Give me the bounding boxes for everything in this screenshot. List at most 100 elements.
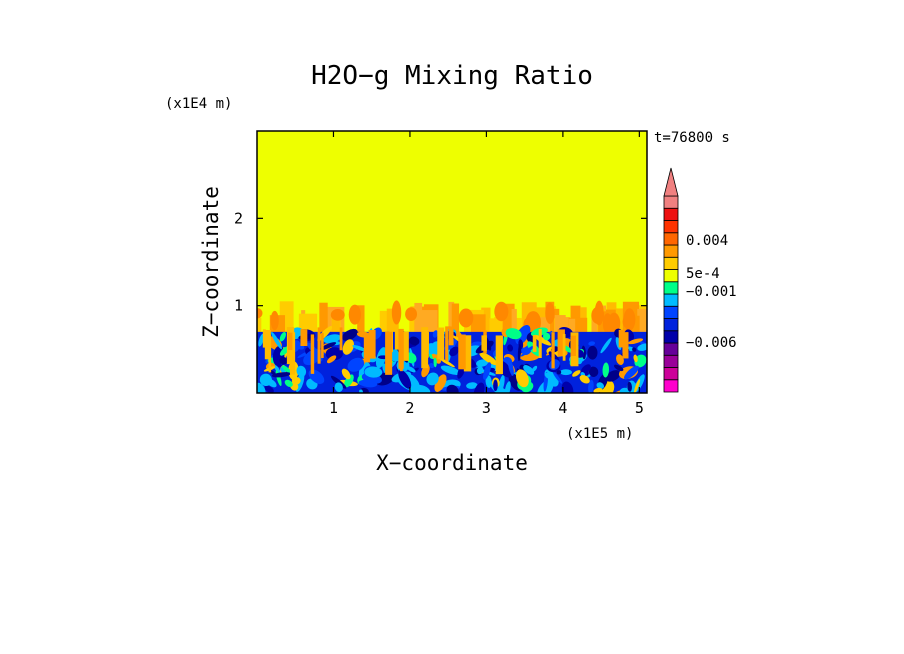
colorbar-segment — [663, 232, 679, 246]
turbulence-cell — [523, 365, 535, 375]
rising-filament — [495, 335, 503, 375]
colorbar-segment — [663, 367, 679, 381]
chart-title: H2O−g Mixing Ratio — [311, 61, 593, 91]
rising-filament — [557, 329, 565, 357]
turbulence-cell — [334, 382, 343, 393]
plume-core — [391, 300, 402, 325]
turbulence-cell — [330, 375, 347, 389]
turbulence-cell — [559, 369, 572, 376]
turbulence-cell — [433, 357, 437, 368]
turbulence-cell — [317, 326, 333, 342]
plume-core — [594, 300, 604, 326]
x-axis: 1 2 3 4 5 — [329, 131, 644, 417]
plume-cell — [331, 313, 340, 334]
turbulence-cell — [507, 344, 514, 352]
turbulence-cell — [628, 338, 644, 345]
turbulence-cell — [587, 345, 598, 360]
turbulence-cell — [515, 369, 529, 388]
rising-filament — [262, 329, 266, 348]
rising-filament — [310, 334, 315, 374]
rising-filament — [463, 335, 472, 372]
turbulence-cell — [271, 372, 291, 378]
turbulence-cell — [588, 366, 599, 377]
turbulence-cell — [624, 365, 639, 380]
y-axis: 12 — [234, 209, 647, 315]
turbulence-cell — [257, 382, 266, 393]
turbulence-cell — [633, 354, 638, 363]
turbulence-cell — [434, 374, 447, 392]
plume-cell — [386, 308, 399, 334]
x-tick-label: 2 — [405, 399, 414, 417]
colorbar-label: 5e-4 — [686, 266, 720, 282]
turbulence-cell — [544, 372, 552, 379]
x-tick-label: 4 — [558, 399, 567, 417]
turbulence-cell — [515, 324, 531, 345]
turbulence-cell — [326, 355, 337, 364]
plume-cell — [285, 303, 291, 334]
turbulence-cell — [600, 337, 612, 354]
rising-filament — [425, 331, 429, 351]
turbulence-cell — [634, 379, 641, 393]
turbulence-cell — [352, 345, 368, 352]
colorbar: 0.004 5e-4 −0.001 −0.006 — [663, 167, 737, 393]
plot-frame — [256, 130, 648, 394]
turbulence-cell — [296, 365, 307, 377]
plume-cell — [357, 305, 365, 334]
turbulence-cell — [408, 336, 420, 346]
turbulence-cell — [323, 334, 341, 344]
turbulence-cell — [605, 370, 621, 382]
plume-core — [602, 313, 613, 335]
rising-filament — [437, 327, 445, 360]
plume-cell — [637, 308, 647, 334]
turbulence-cell — [426, 372, 439, 386]
turbulence-cell — [284, 379, 293, 388]
plume-core — [405, 307, 418, 321]
plume-cell — [409, 308, 415, 334]
turbulence-cell — [440, 365, 461, 376]
x-axis-label: X−coordinate — [376, 451, 528, 475]
plume-core — [257, 308, 263, 319]
turbulence-cell — [519, 364, 525, 370]
turbulence-cell — [344, 374, 354, 388]
rising-filament — [339, 327, 343, 351]
colorbar-segment — [663, 281, 679, 295]
turbulence-cell — [485, 375, 492, 388]
turbulence-cell — [279, 331, 287, 342]
turbulence-cell — [588, 341, 596, 346]
plume-core — [348, 304, 361, 325]
turbulence-cell — [534, 334, 552, 346]
turbulence-cell — [483, 362, 492, 380]
y-unit-label: (x1E4 m) — [165, 96, 232, 112]
turbulence-cell — [520, 345, 535, 357]
turbulence-cell — [602, 362, 610, 378]
x-tick-label: 5 — [635, 399, 644, 417]
plume-core — [545, 302, 555, 324]
colorbar-segment — [663, 195, 679, 209]
rising-filament — [300, 329, 308, 346]
turbulence-cell — [408, 374, 421, 391]
rising-filament — [398, 328, 404, 369]
rising-filament — [400, 331, 409, 361]
rising-filament — [618, 329, 625, 348]
turbulence-cell — [398, 369, 412, 389]
rising-filament — [445, 326, 449, 362]
rising-filament — [287, 332, 293, 351]
rising-filament — [538, 329, 542, 359]
rising-filament — [317, 327, 321, 364]
turbulence-cell — [347, 357, 365, 372]
turbulence-cell — [449, 346, 459, 357]
turbulence-cell — [556, 370, 562, 375]
plume-cell — [564, 317, 570, 334]
y-tick-label: 1 — [234, 297, 243, 315]
colorbar-label: −0.001 — [686, 284, 737, 300]
turbulence-cell — [271, 331, 282, 350]
turbulence-cell — [596, 382, 605, 390]
time-label: t=76800 s — [654, 130, 730, 146]
rising-filament — [321, 332, 324, 358]
turbulence-cell — [259, 373, 273, 387]
turbulence-cell — [264, 385, 274, 393]
turbulence-cell — [493, 379, 498, 392]
colorbar-segment — [663, 342, 679, 356]
turbulence-cell — [279, 356, 288, 365]
rising-filament — [363, 334, 371, 363]
